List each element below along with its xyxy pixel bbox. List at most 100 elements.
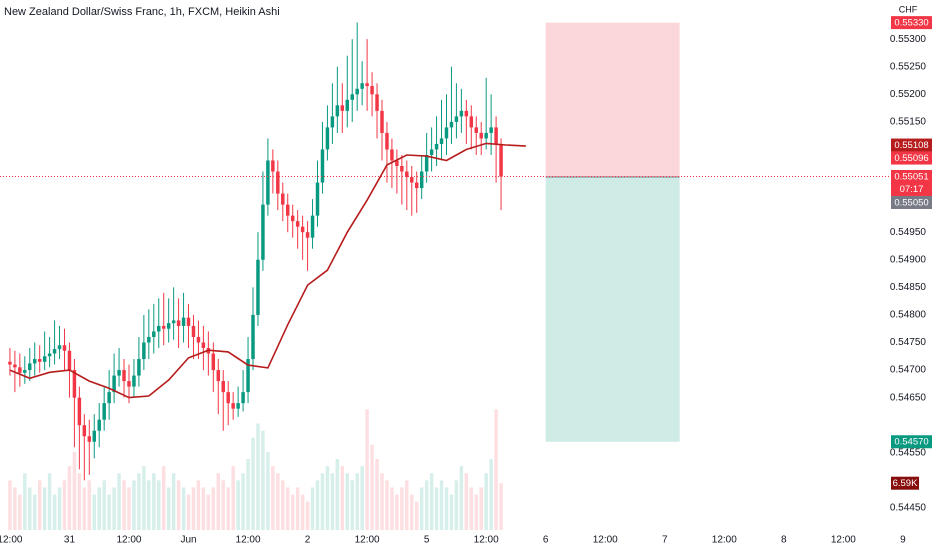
volume-bar [345,473,350,530]
candle-body [87,436,92,442]
candle-body [191,325,196,337]
candle-body [127,381,131,387]
volume-bar [142,466,146,530]
volume-bar [479,487,483,530]
countdown: 07:17 [900,184,924,195]
volume-bar [439,480,444,530]
volume-bar [276,473,280,530]
volume-bar [305,501,310,530]
x-tick-label: Jun [180,535,196,546]
candle-body [47,353,52,357]
volume-bar [410,494,414,530]
plot-area [0,22,890,530]
candle-body [444,127,449,139]
y-tick-label: 0.54800 [890,310,927,321]
candle-body [429,149,434,155]
candle-body [320,149,325,183]
candle-body [484,132,488,139]
x-tick-label: 12:00 [0,535,23,546]
candle-body [102,403,106,420]
y-tick-label: 0.55250 [890,61,927,72]
volume-bar [97,487,101,530]
volume-bar [429,473,434,530]
volume-bar [13,487,17,530]
y-tick-label: 0.54900 [890,254,927,265]
x-tick-label: 12:00 [712,535,737,546]
volume-bar [449,494,454,530]
candle-body [400,166,404,172]
price-badge [891,195,932,209]
volume-bar [271,466,275,530]
candle-body [67,350,72,371]
candle-body [395,160,399,167]
candle-body [414,182,419,189]
candle-body [410,177,414,183]
volume-badge [891,476,919,490]
volume-bar [77,473,82,530]
candle-body [226,392,230,404]
volume-bar [325,466,330,530]
y-tick-label: 0.54450 [890,503,927,514]
y-tick-label: 0.54700 [890,365,927,376]
candle-body [107,392,111,404]
candle-body [300,226,305,233]
volume-bar [320,473,325,530]
candle-body [375,94,379,111]
candle-body [72,370,77,398]
y-tick-label: 0.54750 [890,337,927,348]
candle-body [434,143,439,150]
candle-body [8,361,12,365]
volume-bar [191,487,196,530]
volume-bar [112,487,116,530]
volume-bar [216,473,221,530]
candle-body [281,193,285,205]
candle-body [77,397,82,426]
candle-body [28,363,32,371]
candle-body [330,116,335,128]
volume-bar [400,487,404,530]
candle-body [340,105,345,111]
volume-bar [355,473,359,530]
price-badge-label: 0.55330 [894,17,928,28]
volume-bar [92,494,96,530]
volume-bar [122,480,126,530]
candle-body [82,425,87,437]
x-tick-label: 7 [662,535,668,546]
candle-body [256,259,260,315]
candle-body [454,116,459,122]
candle-body [181,317,186,326]
candle-body [152,331,156,337]
volume-bar [335,459,340,530]
candle-body [276,171,280,194]
candle-body [439,138,444,144]
price-badge [891,16,932,30]
candle-body [236,403,240,409]
price-badge-label: 0.55096 [894,153,928,164]
candle-body [360,83,364,89]
volume-bar [454,480,459,530]
volume-bar [47,473,52,530]
volume-bar [266,451,270,530]
volume-bar [370,444,374,530]
candle-body [52,349,57,354]
volume-bar [340,466,345,530]
y-tick-label: 0.54650 [890,392,927,403]
candle-body [201,342,206,349]
volume-bar [350,480,354,530]
candle-body [142,342,146,360]
volume-bar [132,480,136,530]
candle-body [186,317,191,326]
candle-body [211,353,216,371]
y-tick-label: 0.54950 [890,227,927,238]
currency: CHF [899,4,918,14]
candle-body [32,359,37,364]
candle-body [424,154,429,172]
volume-bar [261,430,265,530]
volume-bar [310,487,315,530]
candle-body [345,99,350,111]
volume-bar [290,494,295,530]
candle-body [310,215,315,238]
candle-body [112,375,116,393]
volume-bar [102,480,106,530]
volume-bar [499,483,503,530]
